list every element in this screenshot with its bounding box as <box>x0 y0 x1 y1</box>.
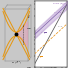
Text: $k_x$ $(\AA^{-1})$: $k_x$ $(\AA^{-1})$ <box>11 59 22 65</box>
Text: $\gamma=\frac{1}{2}$: $\gamma=\frac{1}{2}$ <box>40 31 47 37</box>
Text: $\gamma=1$: $\gamma=1$ <box>57 24 64 28</box>
Text: ZrSiS (B||c): ZrSiS (B||c) <box>53 3 66 5</box>
Polygon shape <box>16 22 28 46</box>
Text: $\gamma = 0.5$: $\gamma = 0.5$ <box>53 10 62 15</box>
Y-axis label: Cyclotron Energy: Cyclotron Energy <box>24 24 25 44</box>
Text: $\gamma=\frac{1}{2}$: $\gamma=\frac{1}{2}$ <box>36 55 43 61</box>
Text: $E$: $E$ <box>27 13 31 20</box>
